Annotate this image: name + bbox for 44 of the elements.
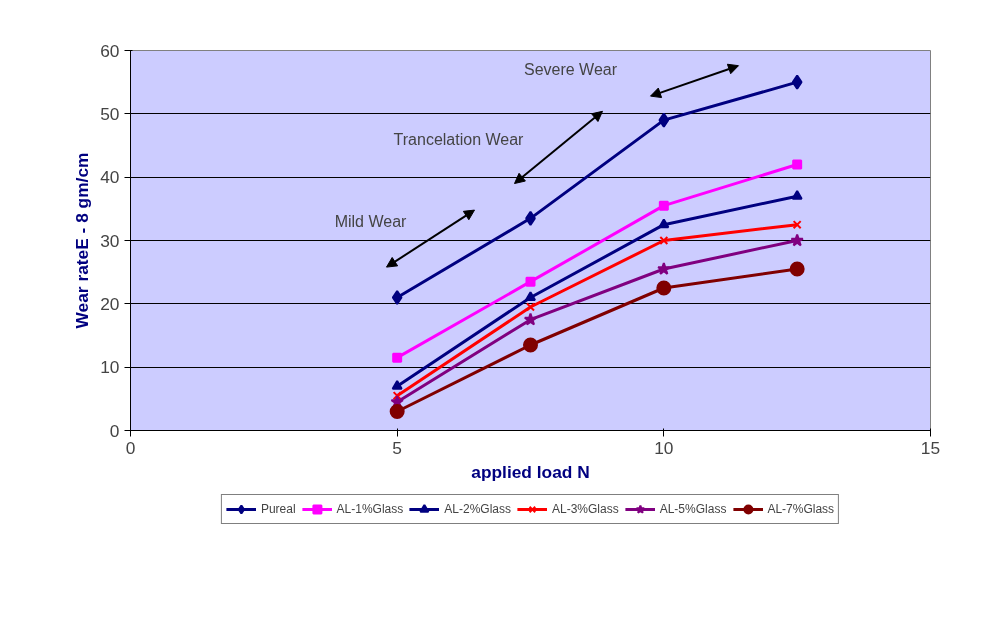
point [659, 235, 669, 246]
legend-label: Pureal [260, 502, 296, 516]
point [391, 290, 403, 305]
y-tick-label: 50 [100, 103, 120, 124]
x-tick-label: 0 [125, 437, 136, 458]
point [392, 352, 403, 363]
y-tick-label: 60 [100, 40, 120, 61]
point [523, 312, 538, 326]
point [389, 404, 405, 419]
point [657, 262, 671, 275]
point [525, 276, 536, 287]
point [523, 337, 538, 353]
point [658, 112, 670, 128]
y-axis-title: Wear rateE - 8 gm/cm [72, 152, 93, 329]
legend-label: AL-1%Glass [336, 502, 404, 516]
legend-label: AL-2%Glass [444, 502, 511, 516]
annotation: Trancelation Wear [393, 131, 525, 149]
x-tick-label: 15 [920, 437, 941, 458]
x-tick-label: 10 [654, 437, 674, 458]
legend-label: AL-5%Glass [659, 502, 727, 516]
x-tick-label: 5 [392, 437, 402, 458]
legend-label: AL-7%Glass [767, 502, 835, 516]
x-axis-title: applied load N [471, 461, 590, 482]
y-tick-label: 0 [109, 420, 120, 441]
point [792, 220, 802, 230]
point [789, 261, 805, 277]
legend-label: AL-3%Glass [551, 502, 619, 516]
annotation: Mild Wear [334, 213, 408, 230]
point [525, 291, 536, 302]
y-tick-label: 30 [100, 230, 120, 251]
point [392, 391, 402, 401]
point [790, 233, 804, 247]
point [525, 302, 536, 312]
point [791, 74, 803, 90]
point [791, 189, 803, 200]
y-tick-label: 10 [100, 357, 120, 378]
y-tick-label: 40 [100, 167, 120, 188]
point [658, 200, 669, 211]
point [792, 159, 803, 170]
point [391, 379, 403, 390]
point [656, 280, 672, 296]
y-tick-label: 20 [100, 293, 120, 314]
annotation: Severe Wear [523, 61, 618, 78]
point [658, 218, 670, 229]
